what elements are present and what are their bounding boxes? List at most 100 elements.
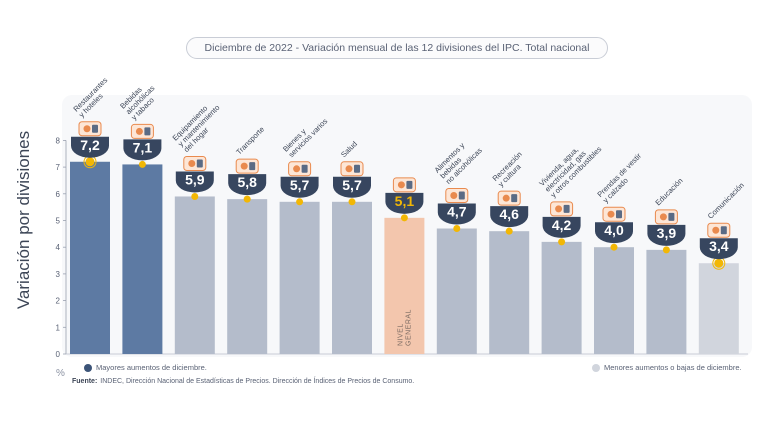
legend-low: Menores aumentos o bajas de diciembre. [592,363,742,372]
value-badge [385,192,424,214]
value-label: 4,6 [499,206,519,222]
bar-top-dot [662,246,670,254]
health-cross-icon [340,161,364,177]
icon-detail [144,127,151,136]
bar-tshirt [594,247,634,354]
legend-high-swatch [84,363,92,372]
value-label: 7,2 [80,137,100,153]
bar-top-dot [243,195,251,203]
legend-low-text: Menores aumentos o bajas de diciembre. [604,363,742,372]
y-tick-label: 3 [56,270,61,279]
bar-health-cross [332,201,372,354]
value-label: 3,9 [657,225,677,241]
bar-wine [122,164,163,354]
bar-top-dot [453,225,461,233]
value-label: 5,8 [237,174,257,190]
value-badge [175,171,214,193]
bar-top-dot [558,238,566,246]
wine-icon [130,123,154,139]
bar-top-dot [85,157,95,167]
value-badge [647,224,686,246]
bar-top-dot [505,227,513,235]
icon-accent [712,226,720,234]
source-text: INDEC, Dirección Nacional de Estadística… [100,378,415,385]
icon-accent [83,125,91,133]
chart-title-date: Diciembre de 2022 [204,42,293,54]
legend-high: Mayores aumentos de diciembre. [84,363,207,372]
icon-accent [293,165,301,173]
value-badge [490,206,529,228]
comb-icon [288,161,312,177]
legend-high-text: Mayores aumentos de diciembre. [96,363,207,372]
value-label: 4,7 [447,204,467,220]
icon-accent [502,194,510,202]
value-badge [228,174,267,196]
bar-top-dot [138,160,146,168]
bar-umbrella [489,231,530,354]
value-badge [595,222,633,244]
tshirt-icon [602,206,626,222]
icon-detail [563,204,570,213]
grocery-bag-icon [445,188,469,204]
icon-detail [406,180,413,189]
icon-detail [720,226,727,235]
icon-accent [345,165,353,173]
y-tick-label: 0 [56,350,61,359]
icon-accent [659,213,667,221]
chart-title-text: - Variación mensual de las 12 divisiones… [295,42,590,54]
value-badge [123,139,162,161]
source-note: Fuente: INDEC, Dirección Nacional de Esta… [72,378,414,385]
icon-accent [135,127,143,135]
general-bar-label: NIVELGENERAL [397,309,412,346]
bar-grocery-bag [436,228,477,354]
bar-top-dot [348,198,356,206]
icon-accent [555,205,563,213]
unit-label: % [56,368,65,379]
bar-top-dot [610,243,618,251]
value-badge [699,238,738,260]
icon-accent [188,159,196,167]
general-bar-label-line: NIVEL [397,323,404,346]
y-tick-label: 7 [56,163,61,172]
icon-detail [301,164,308,173]
car-icon [235,158,259,174]
icon-detail [511,194,518,203]
bar-top-dot [191,192,199,200]
y-tick-label: 6 [56,190,61,199]
bar-top-dot [400,214,408,222]
washing-machine-icon [183,155,207,171]
value-badge [71,136,109,158]
source-label: Fuente: [72,378,98,385]
value-label: 5,7 [342,177,362,193]
lightbulb-icon [550,201,574,217]
restaurant-icon [78,121,102,137]
value-label: 5,9 [185,171,205,187]
icon-detail [354,164,360,173]
bar-restaurant [70,161,110,354]
value-label: 5,7 [290,177,310,193]
umbrella-icon [497,190,521,206]
book-icon [654,209,678,225]
chart-title: Diciembre de 2022 - Variación mensual de… [186,37,608,59]
icon-detail [616,210,622,219]
value-label: 4,0 [604,222,624,238]
icon-detail [458,191,465,200]
bar-car [227,199,268,354]
y-tick-label: 5 [56,217,61,226]
y-tick-label: 1 [56,323,61,332]
value-label: 5,1 [395,193,415,209]
bar-smartphone [698,263,739,354]
value-badge [437,203,476,225]
icon-accent [397,181,405,189]
bar-basket [384,217,425,354]
icon-accent [450,192,458,200]
y-tick-label: 4 [56,243,61,252]
bar-book [646,249,687,354]
value-label: 3,4 [709,238,729,254]
icon-detail [668,212,675,221]
general-bar-label-line: GENERAL [405,309,412,346]
bar-lightbulb [541,241,582,354]
bar-top-dot [296,198,304,206]
legend-low-swatch [592,363,600,372]
